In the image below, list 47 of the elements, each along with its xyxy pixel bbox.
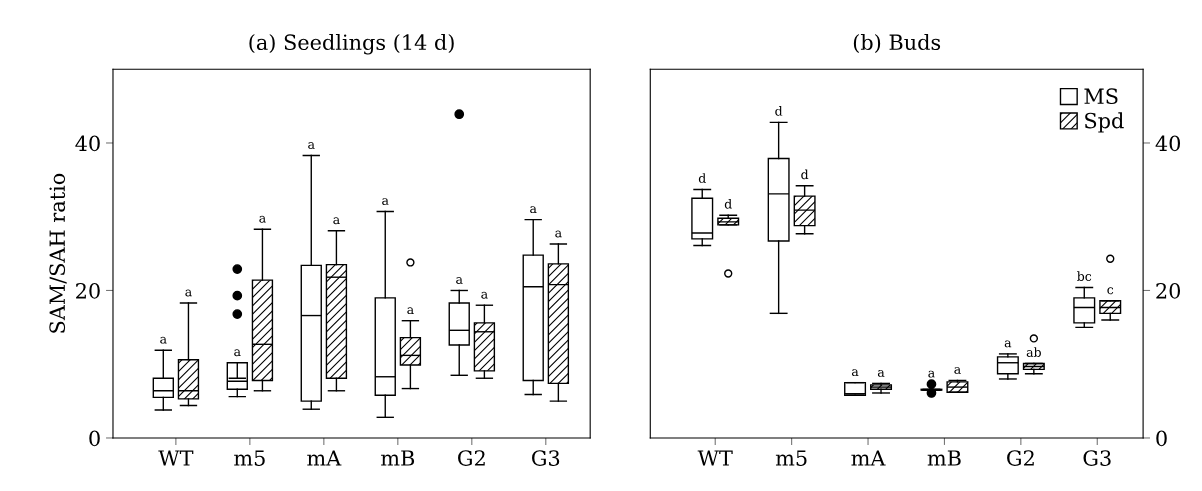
- x-tick-label: WT: [158, 450, 194, 466]
- text: d: [724, 198, 732, 209]
- y-tick-label: 0: [89, 430, 100, 447]
- text: a: [333, 217, 340, 225]
- x-tick-label: G2: [1007, 450, 1034, 466]
- text: a: [382, 198, 389, 205]
- x-tick-label: WT: [697, 450, 733, 466]
- text: a: [160, 336, 167, 344]
- chart-title: (b) Buds: [853, 33, 941, 54]
- x-tick-label: m5: [775, 450, 807, 466]
- text: a: [407, 307, 414, 315]
- x-tick-label: mA: [307, 450, 342, 466]
- x-tick-label: mB: [927, 450, 961, 466]
- y2-tick-label: 20: [1156, 282, 1181, 299]
- text: a: [877, 369, 885, 377]
- y-tick-label: 20: [76, 282, 100, 299]
- x-tick-label: m5: [234, 450, 265, 466]
- legend-label: MS: [1084, 88, 1118, 105]
- text: a: [185, 289, 192, 297]
- x-tick-label: G3: [1083, 450, 1111, 466]
- text: a: [851, 369, 859, 377]
- x-tick-label: G3: [532, 450, 560, 466]
- text: d: [801, 169, 809, 180]
- text: d: [698, 173, 706, 183]
- text: ab: [1026, 347, 1041, 357]
- text: a: [308, 142, 315, 149]
- text: a: [456, 277, 463, 284]
- y-tick-label: 40: [75, 135, 100, 152]
- x-tick-label: mA: [851, 450, 886, 466]
- text: a: [1004, 340, 1012, 348]
- x-tick-label: G2: [458, 450, 485, 466]
- y2-tick-label: 40: [1155, 135, 1181, 152]
- legend-label: Spd: [1085, 112, 1124, 133]
- text: a: [555, 230, 562, 238]
- text: d: [775, 106, 783, 116]
- text: a: [954, 367, 961, 374]
- chart-title: (a) Seedlings (14 d): [249, 33, 454, 55]
- text: c: [1107, 287, 1114, 295]
- text: a: [928, 370, 935, 378]
- text: a: [481, 291, 488, 299]
- y2-tick-label: 0: [1156, 430, 1167, 447]
- text: a: [234, 349, 241, 357]
- y-axis-title: SAM/SAH ratio: [49, 173, 67, 333]
- text: a: [259, 215, 266, 223]
- x-tick-label: mB: [381, 450, 415, 466]
- text: bc: [1077, 271, 1092, 281]
- text: a: [530, 206, 537, 214]
